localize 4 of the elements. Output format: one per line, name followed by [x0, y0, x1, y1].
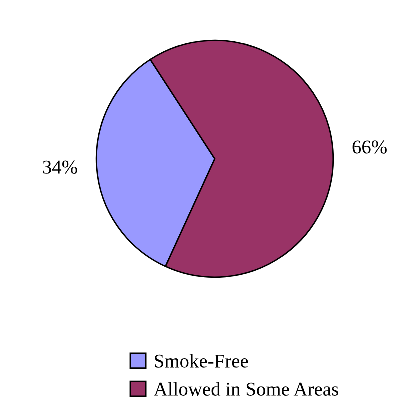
legend-label: Allowed in Some Areas — [154, 382, 338, 396]
data-label: 34% — [43, 160, 78, 174]
data-label: 66% — [352, 140, 387, 154]
legend-label: Smoke-Free — [155, 354, 248, 368]
